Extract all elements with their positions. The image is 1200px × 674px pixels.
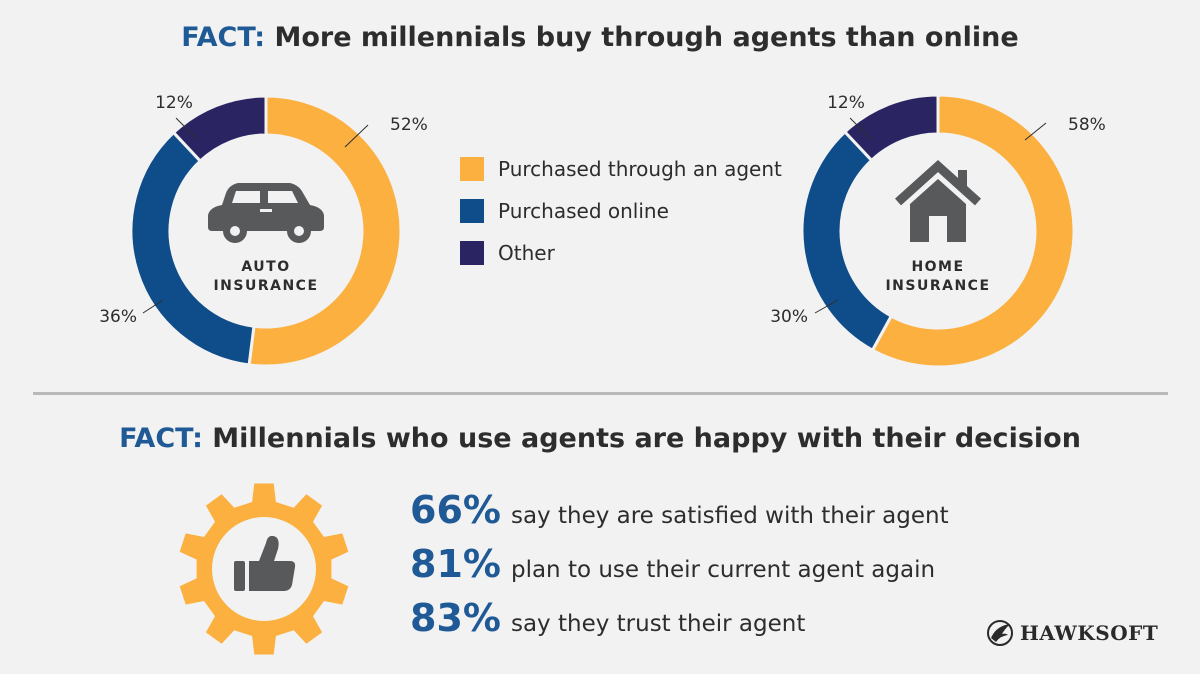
hawksoft-logo: HAWKSOFT bbox=[986, 618, 1158, 648]
gear-thumbs-up-icon bbox=[179, 483, 349, 655]
legend-item-other: Other bbox=[460, 232, 782, 274]
stat-row: 66% say they are satisfied with their ag… bbox=[410, 488, 949, 542]
donut-slice-purchased-online bbox=[800, 129, 894, 353]
label-leader-line bbox=[175, 117, 199, 141]
label-leader-line bbox=[814, 299, 839, 314]
center-label-line1: AUTO bbox=[241, 259, 291, 275]
house-icon bbox=[894, 159, 982, 242]
logo-text: HAWKSOFT bbox=[1020, 621, 1159, 645]
stat-value: 66% bbox=[410, 488, 501, 532]
stat-value: 81% bbox=[410, 542, 501, 586]
stat-text: plan to use their current agent again bbox=[510, 557, 936, 583]
donut-chart-0 bbox=[129, 94, 403, 368]
heading-text: More millennials buy through agents than… bbox=[265, 22, 1019, 53]
heading-text: Millennials who use agents are happy wit… bbox=[202, 423, 1081, 454]
center-label-line2: INSURANCE bbox=[213, 278, 319, 294]
heading-agents-vs-online: FACT: More millennials buy through agent… bbox=[0, 22, 1200, 53]
center-label-line1: HOME bbox=[911, 259, 965, 275]
donut-charts: 52% 36% 12% 58% 30% 12% bbox=[99, 93, 1106, 369]
label-leader-line bbox=[1024, 122, 1047, 141]
stat-row: 81% plan to use their current agent agai… bbox=[410, 542, 949, 596]
legend-swatch bbox=[460, 157, 484, 181]
car-icon bbox=[208, 183, 324, 243]
legend-label: Other bbox=[498, 241, 555, 265]
donut-slice-purchased-through-an-agent bbox=[870, 93, 1076, 369]
donut-chart-1 bbox=[800, 93, 1076, 369]
fact-label: FACT: bbox=[119, 423, 203, 454]
stat-text: say they trust their agent bbox=[510, 611, 806, 637]
heading-happy-with-decision: FACT: Millennials who use agents are hap… bbox=[0, 423, 1200, 454]
fact-label: FACT: bbox=[181, 22, 266, 53]
home-insurance-label: HOME INSURANCE bbox=[858, 258, 1018, 296]
slice-percent-label: 12% bbox=[827, 93, 865, 113]
legend-swatch bbox=[460, 241, 484, 265]
legend-swatch bbox=[460, 199, 484, 223]
donut-slice-other bbox=[171, 94, 268, 164]
stat-row: 83% say they trust their agent bbox=[410, 596, 949, 650]
slice-percent-label: 58% bbox=[1068, 115, 1106, 135]
label-leader-line bbox=[849, 117, 873, 141]
slice-percent-label: 12% bbox=[155, 93, 193, 113]
hawk-icon bbox=[987, 620, 1013, 646]
donut-slice-other bbox=[842, 93, 940, 163]
stat-value: 83% bbox=[410, 596, 501, 640]
slice-percent-label: 52% bbox=[390, 115, 428, 135]
slice-percent-label: 30% bbox=[770, 307, 808, 327]
legend-item-online: Purchased online bbox=[460, 190, 782, 232]
legend-item-agent: Purchased through an agent bbox=[460, 148, 782, 190]
label-leader-line bbox=[142, 299, 164, 314]
legend-label: Purchased through an agent bbox=[498, 157, 782, 181]
legend-label: Purchased online bbox=[498, 199, 669, 223]
stat-text: say they are satisfied with their agent bbox=[510, 503, 949, 529]
slice-percent-label: 36% bbox=[99, 307, 137, 327]
label-leader-line bbox=[344, 124, 369, 148]
donut-slice-purchased-online bbox=[129, 130, 256, 367]
donut-slice-purchased-through-an-agent bbox=[247, 94, 403, 368]
center-label-line2: INSURANCE bbox=[885, 278, 991, 294]
section-divider bbox=[33, 392, 1168, 395]
legend: Purchased through an agent Purchased onl… bbox=[460, 148, 782, 274]
auto-insurance-label: AUTO INSURANCE bbox=[186, 258, 346, 296]
stats-list: 66% say they are satisfied with their ag… bbox=[410, 488, 949, 650]
